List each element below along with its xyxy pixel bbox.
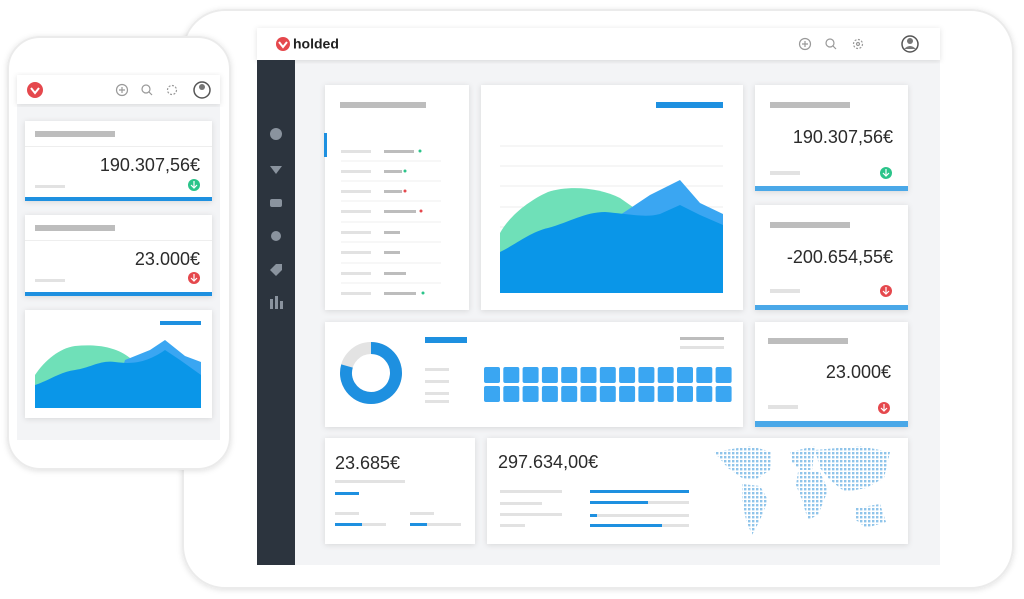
top-bar [257,28,940,60]
phone-value-card: 190.307,56€ [25,121,212,201]
cell [503,367,520,383]
phone-top-bar [17,75,220,104]
cell [580,367,597,383]
value: 23.000€ [135,249,200,269]
value: 190.307,56€ [793,127,893,147]
cell [696,367,713,383]
sidebar [257,60,295,565]
list-placeholder [324,102,441,295]
value: 190.307,56€ [100,155,200,175]
cell [638,386,655,402]
cell [599,386,616,402]
logo: holded [276,36,339,52]
summary-card: 23.685€ [325,438,475,544]
phone-chart-card [25,310,212,418]
value-card: 190.307,56€ [755,85,908,191]
cell [677,367,693,383]
donut-placeholder [340,337,732,404]
value-card: -200.654,55€ [755,205,908,310]
cell [638,367,655,383]
value: 297.634,00€ [498,452,598,472]
cell [677,386,693,402]
cell [484,367,500,383]
list-card [325,85,469,310]
value: 23.685€ [335,453,400,473]
top-icons[interactable] [798,35,919,53]
cell [561,386,578,402]
area-chart [500,102,723,293]
cell [522,367,539,383]
phone-icons[interactable] [115,81,211,99]
cell [619,367,636,383]
cell [715,386,732,402]
cell [522,386,539,402]
brand: holded [293,36,339,52]
value: -200.654,55€ [787,247,893,267]
cell [619,386,636,402]
phone-logo [27,82,43,98]
cell [541,367,558,383]
cell [503,386,520,402]
cell [580,386,597,402]
cell [541,386,558,402]
cell [715,367,732,383]
cell [657,367,674,383]
world-map [714,446,890,535]
cell [561,367,578,383]
phone-value-card: 23.000€ [25,215,212,296]
summary-card: 297.634,00€ [487,438,908,544]
sidebar-icons[interactable] [270,128,283,309]
cell [599,367,616,383]
cell [657,386,674,402]
cell [484,386,500,402]
cell [696,386,713,402]
value: 23.000€ [826,362,891,382]
value-card: 23.000€ [755,322,908,427]
